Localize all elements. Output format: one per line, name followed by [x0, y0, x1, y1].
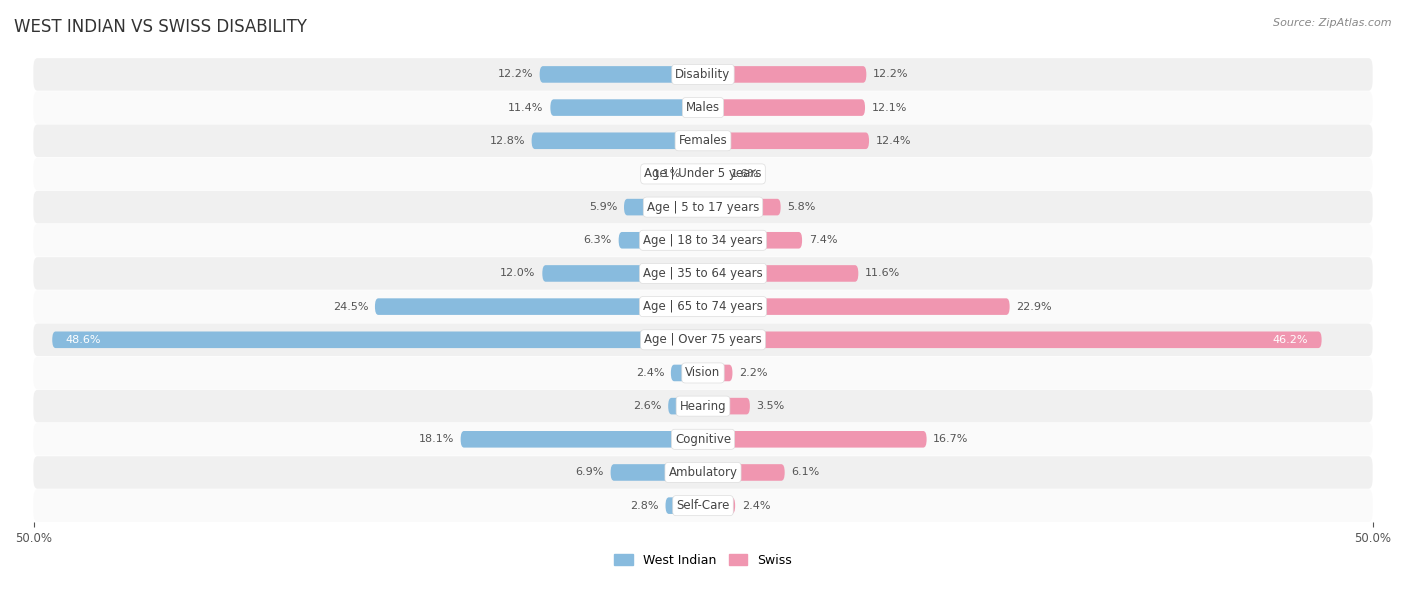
- Text: Age | 65 to 74 years: Age | 65 to 74 years: [643, 300, 763, 313]
- Legend: West Indian, Swiss: West Indian, Swiss: [609, 549, 797, 572]
- FancyBboxPatch shape: [703, 464, 785, 481]
- Text: 2.4%: 2.4%: [636, 368, 664, 378]
- Text: 2.6%: 2.6%: [633, 401, 661, 411]
- Text: Disability: Disability: [675, 68, 731, 81]
- FancyBboxPatch shape: [34, 357, 1372, 389]
- FancyBboxPatch shape: [34, 290, 1372, 323]
- Text: Source: ZipAtlas.com: Source: ZipAtlas.com: [1274, 18, 1392, 28]
- Text: 6.1%: 6.1%: [792, 468, 820, 477]
- Text: Age | 35 to 64 years: Age | 35 to 64 years: [643, 267, 763, 280]
- FancyBboxPatch shape: [703, 232, 801, 248]
- Text: 5.8%: 5.8%: [787, 202, 815, 212]
- FancyBboxPatch shape: [671, 365, 703, 381]
- Text: Self-Care: Self-Care: [676, 499, 730, 512]
- FancyBboxPatch shape: [703, 265, 858, 282]
- FancyBboxPatch shape: [619, 232, 703, 248]
- FancyBboxPatch shape: [703, 132, 869, 149]
- FancyBboxPatch shape: [531, 132, 703, 149]
- Text: 12.2%: 12.2%: [873, 69, 908, 80]
- FancyBboxPatch shape: [34, 224, 1372, 256]
- FancyBboxPatch shape: [34, 490, 1372, 522]
- FancyBboxPatch shape: [703, 498, 735, 514]
- Text: Hearing: Hearing: [679, 400, 727, 412]
- FancyBboxPatch shape: [543, 265, 703, 282]
- FancyBboxPatch shape: [703, 199, 780, 215]
- FancyBboxPatch shape: [34, 58, 1372, 91]
- FancyBboxPatch shape: [624, 199, 703, 215]
- FancyBboxPatch shape: [665, 498, 703, 514]
- FancyBboxPatch shape: [668, 398, 703, 414]
- FancyBboxPatch shape: [34, 257, 1372, 289]
- FancyBboxPatch shape: [610, 464, 703, 481]
- Text: WEST INDIAN VS SWISS DISABILITY: WEST INDIAN VS SWISS DISABILITY: [14, 18, 307, 36]
- Text: 12.4%: 12.4%: [876, 136, 911, 146]
- Text: 7.4%: 7.4%: [808, 235, 838, 245]
- FancyBboxPatch shape: [34, 124, 1372, 157]
- Text: 16.7%: 16.7%: [934, 435, 969, 444]
- FancyBboxPatch shape: [703, 298, 1010, 315]
- Text: 2.2%: 2.2%: [740, 368, 768, 378]
- FancyBboxPatch shape: [52, 332, 703, 348]
- Text: Cognitive: Cognitive: [675, 433, 731, 446]
- Text: Age | Under 5 years: Age | Under 5 years: [644, 168, 762, 181]
- Text: Ambulatory: Ambulatory: [668, 466, 738, 479]
- Text: 46.2%: 46.2%: [1272, 335, 1308, 345]
- Text: Age | Over 75 years: Age | Over 75 years: [644, 334, 762, 346]
- Text: 24.5%: 24.5%: [333, 302, 368, 312]
- Text: 12.1%: 12.1%: [872, 103, 907, 113]
- Text: Males: Males: [686, 101, 720, 114]
- Text: 12.0%: 12.0%: [501, 269, 536, 278]
- FancyBboxPatch shape: [461, 431, 703, 447]
- Text: 3.5%: 3.5%: [756, 401, 785, 411]
- Text: 11.4%: 11.4%: [509, 103, 544, 113]
- Text: 5.9%: 5.9%: [589, 202, 617, 212]
- FancyBboxPatch shape: [34, 390, 1372, 422]
- FancyBboxPatch shape: [550, 99, 703, 116]
- FancyBboxPatch shape: [34, 191, 1372, 223]
- Text: 6.3%: 6.3%: [583, 235, 612, 245]
- FancyBboxPatch shape: [689, 166, 703, 182]
- Text: 2.8%: 2.8%: [630, 501, 659, 510]
- Text: 6.9%: 6.9%: [575, 468, 605, 477]
- Text: 48.6%: 48.6%: [66, 335, 101, 345]
- FancyBboxPatch shape: [703, 99, 865, 116]
- FancyBboxPatch shape: [703, 332, 1322, 348]
- Text: Age | 18 to 34 years: Age | 18 to 34 years: [643, 234, 763, 247]
- FancyBboxPatch shape: [34, 423, 1372, 455]
- Text: 1.1%: 1.1%: [654, 169, 682, 179]
- Text: 1.6%: 1.6%: [731, 169, 759, 179]
- FancyBboxPatch shape: [540, 66, 703, 83]
- Text: 18.1%: 18.1%: [419, 435, 454, 444]
- Text: Females: Females: [679, 134, 727, 147]
- FancyBboxPatch shape: [34, 91, 1372, 124]
- Text: 11.6%: 11.6%: [865, 269, 900, 278]
- FancyBboxPatch shape: [703, 365, 733, 381]
- Text: 2.4%: 2.4%: [742, 501, 770, 510]
- FancyBboxPatch shape: [703, 66, 866, 83]
- FancyBboxPatch shape: [34, 456, 1372, 489]
- FancyBboxPatch shape: [34, 158, 1372, 190]
- Text: 22.9%: 22.9%: [1017, 302, 1052, 312]
- Text: 12.8%: 12.8%: [489, 136, 524, 146]
- FancyBboxPatch shape: [703, 166, 724, 182]
- FancyBboxPatch shape: [34, 324, 1372, 356]
- Text: 12.2%: 12.2%: [498, 69, 533, 80]
- FancyBboxPatch shape: [703, 398, 749, 414]
- FancyBboxPatch shape: [703, 431, 927, 447]
- FancyBboxPatch shape: [375, 298, 703, 315]
- Text: Age | 5 to 17 years: Age | 5 to 17 years: [647, 201, 759, 214]
- Text: Vision: Vision: [685, 367, 721, 379]
